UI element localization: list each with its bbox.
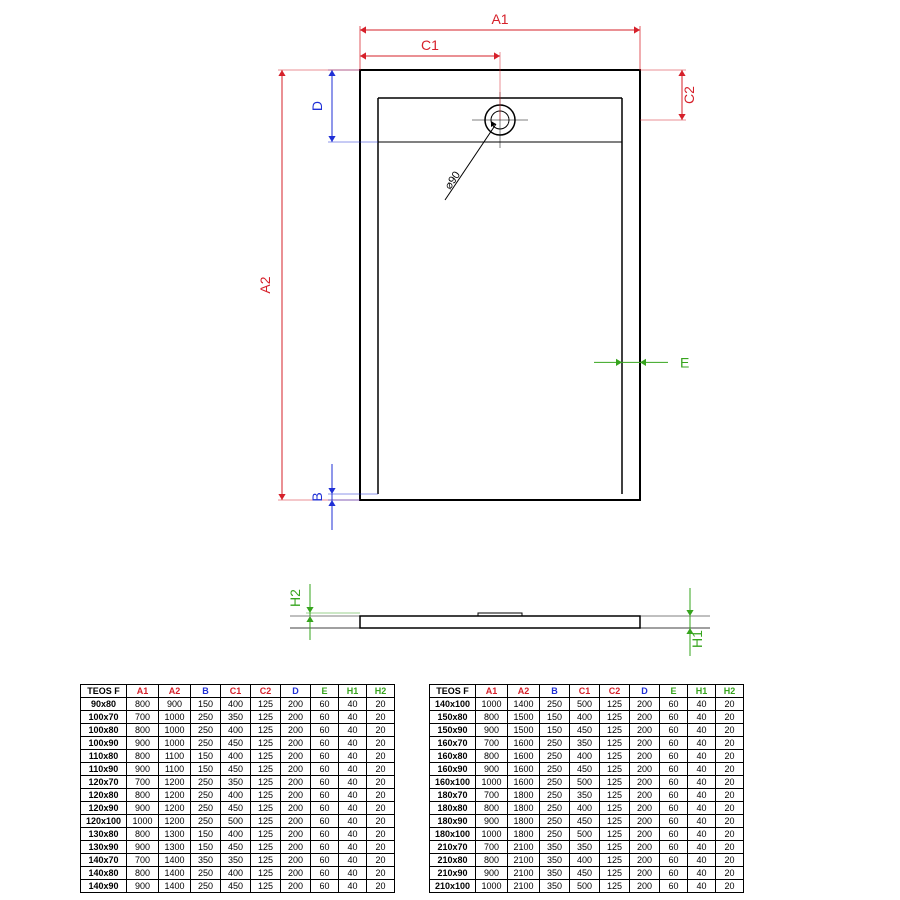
col-header: B [191,685,221,698]
col-header: E [311,685,339,698]
table-row: 120x10010001200250500125200604020 [81,815,395,828]
col-header: D [630,685,660,698]
table-row: 110x808001100150400125200604020 [81,750,395,763]
table-row: 140x10010001400250500125200604020 [430,698,744,711]
table-row: 180x909001800250450125200604020 [430,815,744,828]
svg-text:E: E [680,354,689,370]
table-row: 180x10010001800250500125200604020 [430,828,744,841]
table-row: 100x707001000250350125200604020 [81,711,395,724]
col-header: H2 [716,685,744,698]
col-header: C1 [570,685,600,698]
table-row: 160x10010001600250500125200604020 [430,776,744,789]
table-row: 130x808001300150400125200604020 [81,828,395,841]
col-header: B [540,685,570,698]
table-row: 120x909001200250450125200604020 [81,802,395,815]
table-row: 90x80800900150400125200604020 [81,698,395,711]
table-row: 180x808001800250400125200604020 [430,802,744,815]
col-header: A1 [476,685,508,698]
col-header: A2 [159,685,191,698]
dimension-tables: TEOS FA1A2BC1C2DEH1H290x8080090015040012… [80,684,840,893]
table-row: 140x909001400250450125200604020 [81,880,395,893]
table-row: 120x707001200250350125200604020 [81,776,395,789]
technical-drawing: ⌀90 A1 C1 C2 D A2 B E H2 H1 [0,0,900,670]
col-header: C2 [251,685,281,698]
col-header: TEOS F [430,685,476,698]
col-header: A2 [508,685,540,698]
svg-text:A1: A1 [491,11,508,27]
table-row: 210x909002100350450125200604020 [430,867,744,880]
col-header: A1 [127,685,159,698]
table-row: 180x707001800250350125200604020 [430,789,744,802]
col-header: TEOS F [81,685,127,698]
svg-text:H2: H2 [287,589,303,607]
table-row: 150x808001500150400125200604020 [430,711,744,724]
table-row: 210x10010002100350500125200604020 [430,880,744,893]
table-row: 140x808001400250400125200604020 [81,867,395,880]
svg-text:⌀90: ⌀90 [443,169,463,191]
svg-text:H1: H1 [689,630,705,648]
dimension-table-right: TEOS FA1A2BC1C2DEH1H2140x100100014002505… [429,684,744,893]
table-row: 100x909001000250450125200604020 [81,737,395,750]
svg-text:B: B [309,492,325,501]
svg-text:D: D [309,101,325,111]
table-row: 160x909001600250450125200604020 [430,763,744,776]
col-header: D [281,685,311,698]
table-row: 100x808001000250400125200604020 [81,724,395,737]
col-header: H2 [367,685,395,698]
table-row: 160x808001600250400125200604020 [430,750,744,763]
table-row: 130x909001300150450125200604020 [81,841,395,854]
svg-text:C1: C1 [421,37,439,53]
table-row: 140x707001400350350125200604020 [81,854,395,867]
col-header: C1 [221,685,251,698]
table-row: 150x909001500150450125200604020 [430,724,744,737]
col-header: H1 [339,685,367,698]
table-row: 160x707001600250350125200604020 [430,737,744,750]
col-header: E [660,685,688,698]
table-row: 210x808002100350400125200604020 [430,854,744,867]
table-row: 120x808001200250400125200604020 [81,789,395,802]
svg-text:C2: C2 [681,86,697,104]
col-header: H1 [688,685,716,698]
table-row: 210x707002100350350125200604020 [430,841,744,854]
svg-text:A2: A2 [257,276,273,293]
dimension-table-left: TEOS FA1A2BC1C2DEH1H290x8080090015040012… [80,684,395,893]
table-row: 110x909001100150450125200604020 [81,763,395,776]
col-header: C2 [600,685,630,698]
